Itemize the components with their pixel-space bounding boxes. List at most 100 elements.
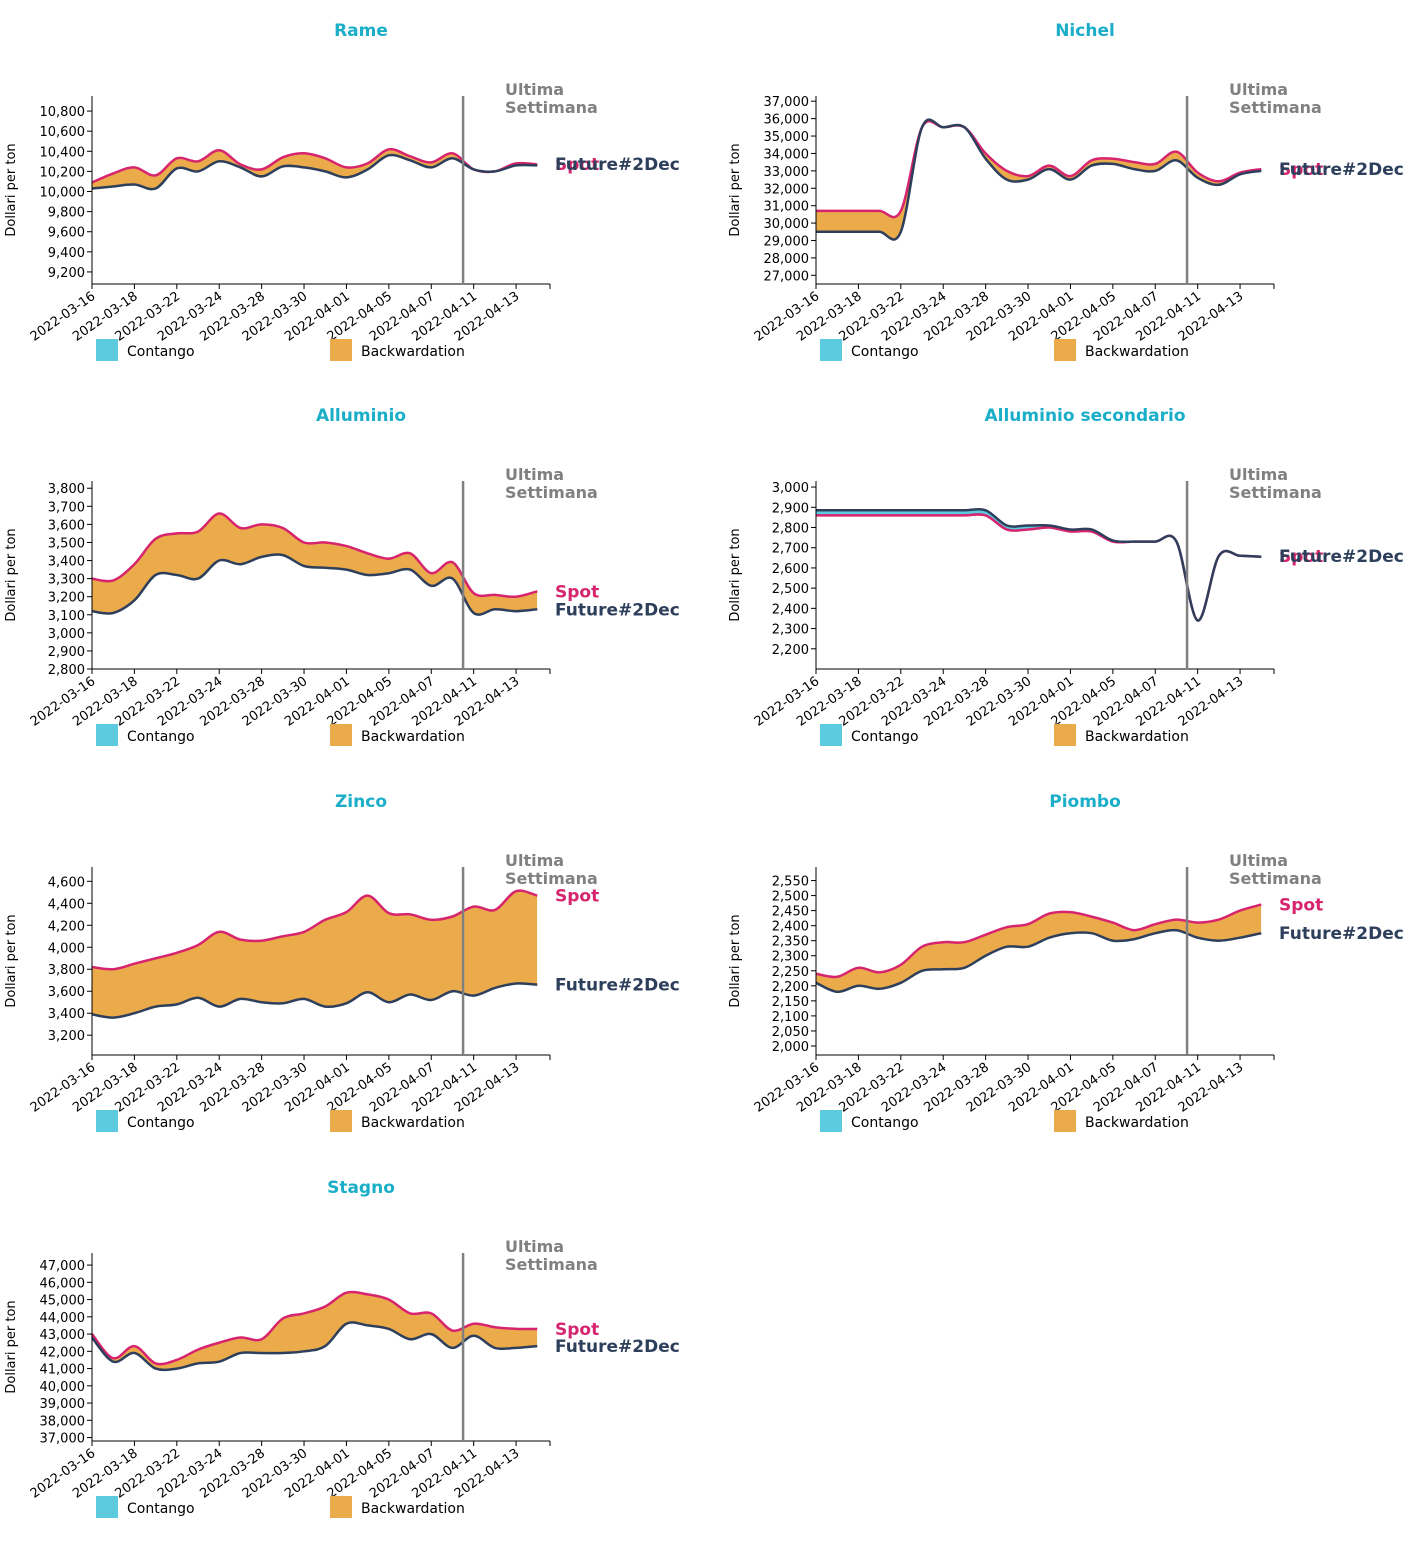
y-tick-label: 2,400 [772,602,809,617]
y-tick-label: 32,000 [764,182,810,197]
last-week-label-line1: Ultima [1229,851,1288,870]
legend-label-backwardation: Backwardation [1085,344,1189,360]
chart-title: Alluminio [316,406,406,426]
contango-area [92,1291,538,1370]
y-tick-label: 47,000 [40,1259,86,1274]
y-axis-label: Dollari per ton [4,528,19,621]
y-tick-label: 10,800 [40,105,86,120]
future-end-label: Future#2Dec [1279,160,1404,180]
y-tick-label: 3,100 [48,609,85,624]
y-tick-label: 39,000 [40,1397,86,1412]
y-tick-label: 4,200 [48,919,85,934]
y-tick-label: 35,000 [764,130,810,145]
legend-label-backwardation: Backwardation [1085,729,1189,745]
y-tick-label: 42,000 [40,1345,86,1360]
legend-label-contango: Contango [127,1501,195,1517]
future-end-label: Future#2Dec [555,600,680,620]
chart-panel-nichel: Nichel Dollari per ton 27,000 28,000 29,000 3… [724,0,1425,386]
y-axis-label: Dollari per ton [4,1300,19,1393]
y-tick-label: 30,000 [764,217,810,232]
y-tick-label: 3,800 [48,963,85,978]
y-tick-label: 31,000 [764,200,810,215]
y-tick-label: 2,350 [772,935,809,950]
chart-svg-alluminio-secondario: Alluminio secondario Dollari per ton 2,200… [728,406,1404,746]
y-tick-label: 46,000 [40,1276,86,1291]
y-tick-label: 9,800 [48,206,85,221]
y-tick-label: 2,500 [772,890,809,905]
y-tick-label: 2,500 [772,582,809,597]
y-tick-label: 3,200 [48,1029,85,1044]
last-week-label-line2: Settimana [505,98,598,117]
spot-end-label: Spot [555,582,599,602]
y-tick-label: 36,000 [764,113,810,128]
future-end-label: Future#2Dec [555,1337,680,1357]
last-week-label-line1: Ultima [505,465,564,484]
legend-label-backwardation: Backwardation [361,1115,465,1131]
future-end-label: Future#2Dec [555,155,680,175]
y-tick-label: 37,000 [764,95,810,110]
legend-label-backwardation: Backwardation [361,729,465,745]
y-tick-label: 3,700 [48,500,85,515]
y-axis-label: Dollari per ton [728,143,743,236]
legend-swatch-contango [96,339,118,361]
y-tick-label: 2,300 [772,623,809,638]
y-tick-label: 2,150 [772,995,809,1010]
legend-swatch-backwardation [1054,724,1076,746]
last-week-label-line1: Ultima [1229,80,1288,99]
y-tick-label: 38,000 [40,1414,86,1429]
legend-swatch-backwardation [330,1496,352,1518]
y-tick-label: 2,200 [772,980,809,995]
legend-swatch-contango [96,1110,118,1132]
chart-svg-zinco: Zinco Dollari per ton 3,200 3,400 3,600 3,800… [4,792,680,1132]
legend-swatch-backwardation [330,724,352,746]
y-tick-label: 9,600 [48,226,85,241]
legend-label-backwardation: Backwardation [361,344,465,360]
y-tick-label: 3,000 [772,481,809,496]
chart-title: Stagno [327,1178,395,1198]
chart-svg-piombo: Piombo Dollari per ton 2,0002,0502,1002,15… [728,792,1404,1132]
chart-svg-rame: Rame Dollari per ton 9,200 9,400 9,600 9,800 1… [4,21,680,361]
future-line [815,507,1262,622]
legend-label-contango: Contango [851,1115,919,1131]
chart-title: Piombo [1049,792,1121,812]
y-tick-label: 34,000 [764,147,810,162]
y-tick-label: 4,600 [48,875,85,890]
last-week-label-line2: Settimana [1229,98,1322,117]
y-tick-label: 3,200 [48,591,85,606]
y-tick-label: 3,400 [48,555,85,570]
spot-end-label: Spot [555,155,599,175]
last-week-label-line2: Settimana [1229,869,1322,888]
y-tick-label: 2,700 [772,542,809,557]
y-tick-label: 2,100 [772,1010,809,1025]
chart-panel-rame: Rame Dollari per ton 9,200 9,400 9,600 9,800 1… [0,0,712,386]
y-tick-label: 37,000 [40,1432,86,1447]
spot-end-label: Spot [1279,896,1323,916]
spot-end-label: Spot [555,887,599,907]
legend-swatch-contango [820,724,842,746]
chart-svg-nichel: Nichel Dollari per ton 27,000 28,000 29,000 3… [728,21,1404,361]
last-week-label-line2: Settimana [505,483,598,502]
y-tick-label: 9,200 [48,266,85,281]
last-week-label-line1: Ultima [505,851,564,870]
y-tick-label: 2,450 [772,905,809,920]
y-tick-label: 43,000 [40,1328,86,1343]
last-week-label-line1: Ultima [1229,465,1288,484]
legend-label-contango: Contango [851,729,919,745]
y-tick-label: 2,000 [772,1040,809,1055]
future-end-label: Future#2Dec [555,976,680,996]
chart-panel-stagno: Stagno Dollari per ton 37,000 38,000 39,000 4… [0,1157,712,1543]
chart-svg-alluminio: Alluminio Dollari per ton 2,800 2,900 3,000 3… [4,406,680,746]
y-tick-label: 2,800 [772,521,809,536]
y-axis-label: Dollari per ton [728,528,743,621]
y-axis-label: Dollari per ton [728,914,743,1007]
legend-swatch-backwardation [1054,339,1076,361]
y-axis-label: Dollari per ton [4,914,19,1007]
legend-label-contango: Contango [127,344,195,360]
y-tick-label: 3,800 [48,482,85,497]
y-tick-label: 2,900 [772,501,809,516]
y-tick-label: 2,800 [48,663,85,678]
spot-end-label: Spot [1279,547,1323,567]
last-week-label-line2: Settimana [505,869,598,888]
y-axis-label: Dollari per ton [4,143,19,236]
y-tick-label: 9,400 [48,246,85,261]
